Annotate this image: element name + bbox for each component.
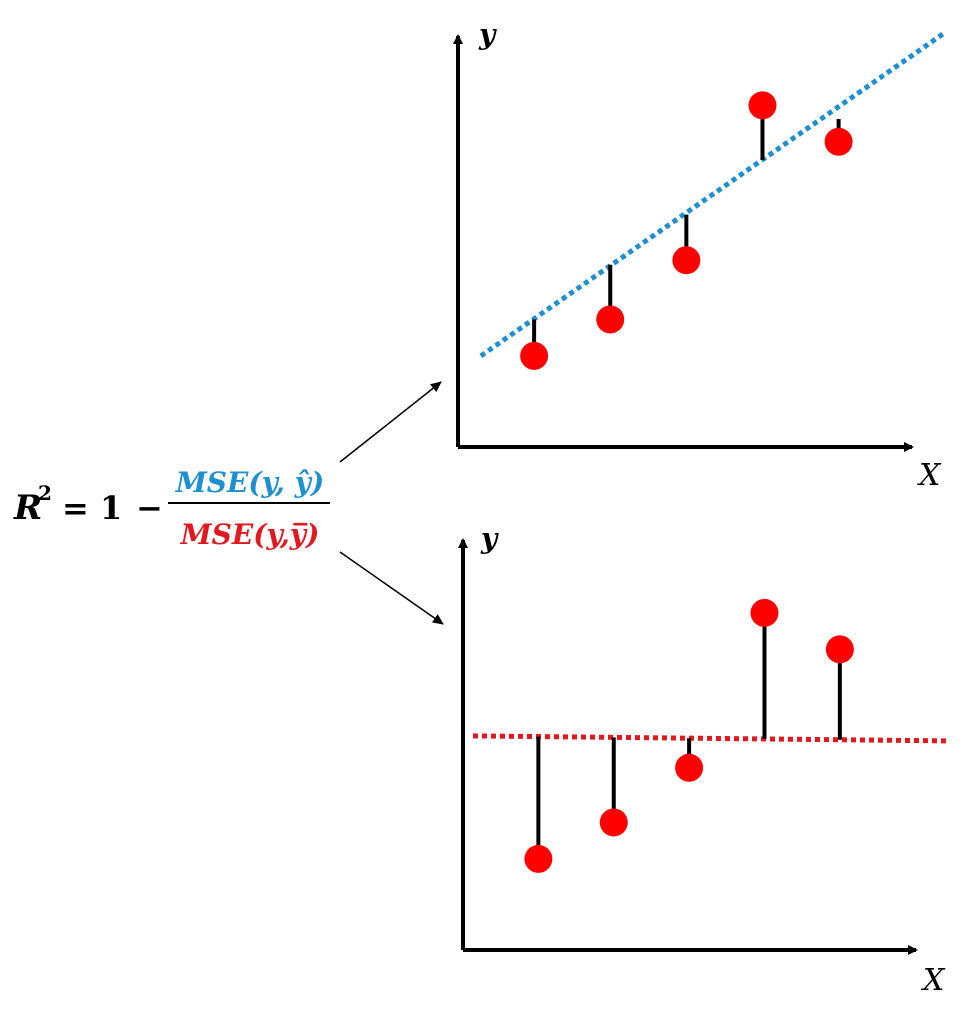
bottom-plot-marks bbox=[472, 598, 949, 873]
top-data-point-4 bbox=[748, 91, 777, 120]
bottom-mean-line bbox=[472, 733, 949, 744]
top-plot-regression: y X bbox=[453, 18, 947, 493]
formula-numerator: MSE(y, ŷ) bbox=[175, 466, 324, 499]
bottom-data-point-5 bbox=[825, 635, 854, 664]
arrow-to-bottom-plot bbox=[339, 551, 444, 625]
bottom-data-point-3 bbox=[675, 753, 704, 782]
top-data-point-1 bbox=[520, 341, 549, 370]
bottom-data-point-2 bbox=[599, 808, 628, 837]
bottom-data-point-1 bbox=[524, 844, 553, 873]
arrow-to-top-plot bbox=[339, 381, 442, 463]
formula-lhs-exponent: 2 bbox=[38, 481, 52, 505]
bottom-x-axis-label: X bbox=[921, 963, 946, 998]
bottom-y-axis-label: y bbox=[480, 522, 499, 555]
top-x-axis-label: X bbox=[917, 458, 942, 493]
formula-denominator: MSE(y,y̅) bbox=[180, 518, 320, 551]
top-plot-marks bbox=[479, 30, 947, 370]
bottom-data-point-4 bbox=[750, 598, 779, 627]
formula-minus: − bbox=[136, 489, 163, 527]
top-data-point-5 bbox=[824, 127, 853, 156]
bottom-plot-mean: y X bbox=[458, 522, 949, 998]
top-data-point-3 bbox=[672, 246, 701, 275]
r-squared-formula: R 2 = 1 − MSE(y, ŷ) MSE(y,y̅) bbox=[13, 466, 330, 551]
formula-equals-one: = 1 bbox=[62, 489, 122, 527]
top-y-axis-label: y bbox=[478, 18, 497, 51]
formula-lhs-base: R bbox=[13, 488, 42, 528]
top-regression-line bbox=[479, 30, 947, 358]
top-data-point-2 bbox=[596, 305, 625, 334]
